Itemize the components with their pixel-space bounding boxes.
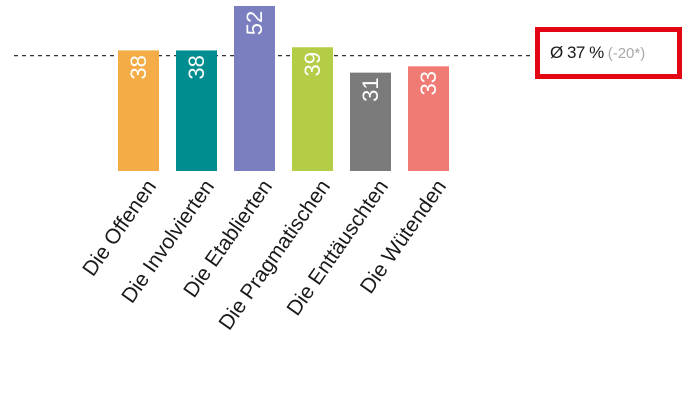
bar-value-label-3: 52 [242,11,267,35]
bar-value-label-2: 38 [184,55,209,79]
bar-4 [292,47,333,171]
bar-5 [350,72,391,171]
bar-value-label-4: 39 [300,52,325,76]
bar-6 [408,66,449,171]
category-label-4: Die Pragmatischen [214,176,335,335]
bar-value-label-6: 33 [416,71,441,95]
bar-1 [118,50,159,171]
average-callout-box: Ø 37 % (-20*) [535,27,682,79]
bar-3 [234,6,275,171]
category-label-5: Die Enttäuschten [283,176,394,320]
bar-value-label-1: 38 [126,55,151,79]
bar-value-label-5: 31 [358,77,383,101]
average-delta-label: (-20*) [607,44,646,62]
average-value-label: Ø 37 % [550,43,604,62]
bar-2 [176,50,217,171]
